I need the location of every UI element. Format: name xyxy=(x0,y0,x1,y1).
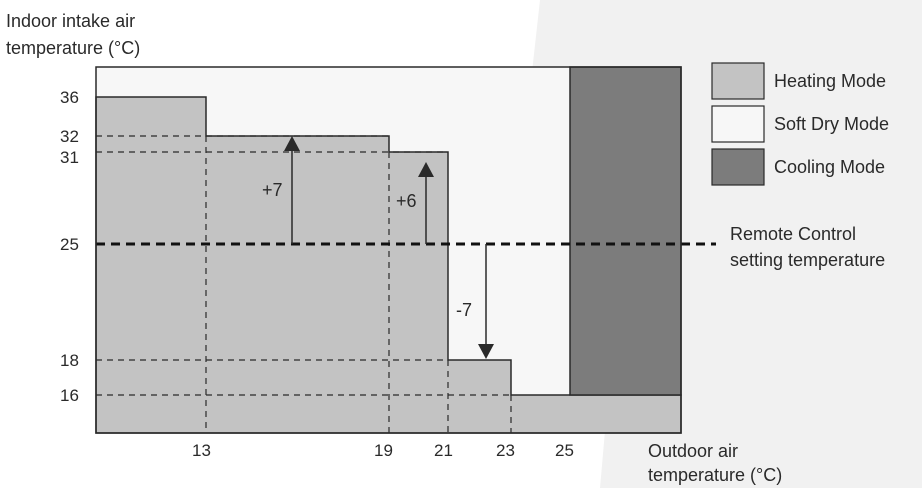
y-tick-16: 16 xyxy=(60,386,79,405)
legend: Heating Mode Soft Dry Mode Cooling Mode xyxy=(711,62,889,186)
y-tick-18: 18 xyxy=(60,351,79,370)
x-axis-label-line1: Outdoor air xyxy=(648,441,738,461)
cooling-region xyxy=(569,66,682,396)
arrow-label-plus6: +6 xyxy=(396,191,417,211)
legend-swatch-cooling xyxy=(711,148,765,186)
arrow-plus7 xyxy=(284,136,300,244)
x-tick-25: 25 xyxy=(555,441,574,460)
x-tick-19: 19 xyxy=(374,441,393,460)
legend-swatch-softdry xyxy=(711,105,765,143)
x-tick-21: 21 xyxy=(434,441,453,460)
legend-swatch-heating xyxy=(711,62,765,100)
x-tick-13: 13 xyxy=(192,441,211,460)
legend-label-cooling: Cooling Mode xyxy=(774,157,885,177)
y-axis-label-line2: temperature (°C) xyxy=(6,38,140,58)
arrow-label-minus7: -7 xyxy=(456,300,472,320)
dashed-guides xyxy=(96,135,512,433)
remote-label-line1: Remote Control xyxy=(730,224,856,244)
arrow-label-plus7: +7 xyxy=(262,180,283,200)
y-tick-25: 25 xyxy=(60,235,79,254)
legend-label-softdry: Soft Dry Mode xyxy=(774,114,889,134)
x-tick-labels: 13 19 21 23 25 xyxy=(192,441,574,460)
y-tick-31: 31 xyxy=(60,148,79,167)
x-tick-23: 23 xyxy=(496,441,515,460)
arrow-plus6 xyxy=(418,162,434,244)
y-tick-labels: 36 32 31 25 18 16 xyxy=(60,88,79,405)
y-tick-32: 32 xyxy=(60,127,79,146)
x-axis-label-line2: temperature (°C) xyxy=(648,465,782,485)
legend-label-heating: Heating Mode xyxy=(774,71,886,91)
remote-label-line2: setting temperature xyxy=(730,250,885,270)
y-tick-36: 36 xyxy=(60,88,79,107)
y-axis-label-line1: Indoor intake air xyxy=(6,11,135,31)
arrow-minus7 xyxy=(478,244,494,359)
plot-frame xyxy=(95,66,682,434)
